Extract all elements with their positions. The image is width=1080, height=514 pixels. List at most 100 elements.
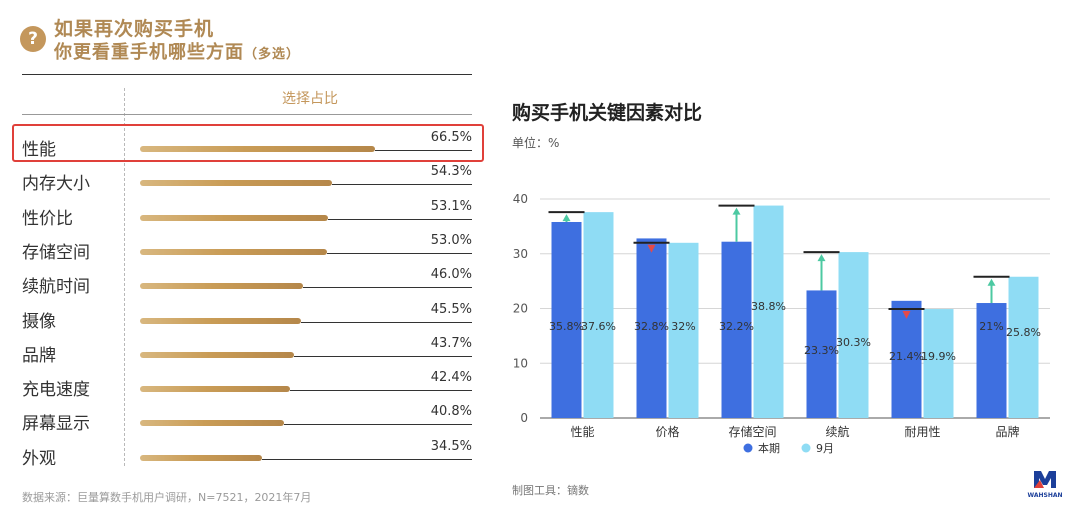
survey-row-bar: [140, 454, 262, 461]
survey-row-leader: [375, 150, 472, 151]
survey-row: 内存大小 54.3%: [0, 164, 490, 197]
tool-note: 制图工具：镝数: [512, 484, 589, 497]
data-label-september: 38.8%: [751, 300, 786, 313]
data-label-september: 32%: [671, 320, 695, 333]
bar-september: [838, 252, 869, 418]
increase-arrow-icon: [817, 254, 826, 262]
bar-current: [551, 221, 582, 418]
survey-row-label: 品牌: [22, 345, 56, 366]
x-tick-label: 品牌: [995, 425, 1019, 439]
survey-row-leader: [331, 184, 472, 186]
header-divider: [22, 114, 472, 115]
survey-row-bar: [140, 146, 375, 152]
survey-row-value: 40.8%: [430, 404, 472, 420]
increase-arrow-icon: [562, 214, 571, 222]
bar-current: [806, 290, 837, 418]
survey-row-leader: [261, 458, 472, 460]
survey-row-value: 53.0%: [430, 232, 472, 248]
bar-september: [668, 242, 699, 418]
column-header: 选择占比: [282, 91, 338, 107]
bar-current: [636, 238, 667, 418]
bar-chart: 0 10 20 30 40 35.8%37.6% 性能 32.8% 32% 价格 32.2% 38.8…: [513, 192, 1050, 455]
data-label-current: 32.2%: [719, 320, 754, 333]
y-tick-label: 40: [513, 192, 528, 206]
survey-row-bar: [140, 283, 303, 290]
survey-row-value: 45.5%: [430, 301, 472, 317]
survey-row-value: 54.3%: [430, 164, 472, 180]
question-line-2-text: 你更看重手机哪些方面: [54, 42, 244, 63]
data-label-september: 19.9%: [921, 350, 956, 363]
y-tick-label: 0: [520, 411, 528, 425]
survey-row-bar: [140, 180, 332, 187]
survey-panel: ? 如果再次购买手机 你更看重手机哪些方面（多选） 选择占比 性能 66.5% 内存…: [0, 0, 490, 514]
legend-marker-september: [801, 443, 811, 453]
data-label-current: 23.3%: [804, 344, 839, 357]
data-label-current: 21%: [979, 320, 1003, 333]
highlight-box: [12, 124, 484, 162]
legend-marker-current: [743, 443, 753, 453]
question-icon: ?: [20, 26, 46, 52]
y-tick-label: 20: [513, 302, 528, 316]
question-line-1: 如果再次购买手机: [54, 18, 215, 40]
data-label-september: 25.8%: [1006, 326, 1041, 339]
data-label-current: 32.8%: [634, 320, 669, 333]
survey-row-bar: [140, 386, 290, 393]
chart-panel: 购买手机关键因素对比 单位：% 0 10 20 30 40 35.8% 37.6% 性能 32.…: [490, 0, 1080, 514]
survey-row-value: 53.1%: [430, 198, 472, 214]
survey-row: 性价比 53.1%: [0, 198, 490, 232]
x-tick-label: 性能: [570, 425, 594, 439]
survey-row: 充电速度 42.4%: [0, 370, 490, 403]
survey-row: 性能 66.5%: [0, 130, 490, 163]
bar-september: [1008, 276, 1039, 418]
logo-mark-icon: [1034, 471, 1056, 488]
survey-row-leader: [327, 252, 472, 254]
survey-row-value: 66.5%: [430, 130, 472, 145]
survey-row-label: 外观: [22, 448, 56, 469]
survey-row-leader: [294, 355, 472, 357]
logo-text: WAHSHAN: [1027, 492, 1063, 499]
survey-row: 屏幕显示 40.8%: [0, 404, 490, 437]
brand-logo: WAHSHAN: [1018, 468, 1072, 504]
survey-row-leader: [289, 390, 472, 392]
survey-row-bar: [140, 420, 285, 427]
bar-september: [923, 309, 954, 418]
column-divider: [124, 88, 125, 466]
bar-current: [891, 300, 922, 418]
survey-row-leader: [302, 287, 472, 289]
legend-label-current: 本期: [758, 441, 780, 455]
x-tick-label: 存储空间: [728, 424, 776, 439]
survey-row-label: 摄像: [22, 311, 56, 332]
data-label-current: 35.8%: [549, 320, 584, 333]
chart-unit: 单位：%: [512, 136, 560, 150]
legend-label-september: 9月: [816, 442, 834, 455]
bar-september: [753, 205, 784, 418]
survey-row-label: 续航时间: [22, 277, 90, 298]
survey-row-leader: [300, 321, 472, 323]
increase-arrow-icon: [732, 207, 741, 215]
survey-row-bar: [140, 214, 328, 221]
survey-row-label: 性价比: [22, 208, 73, 229]
survey-row-label: 内存大小: [22, 174, 90, 195]
increase-arrow-icon: [987, 278, 996, 286]
survey-row-value: 43.7%: [430, 335, 472, 351]
x-tick-label: 价格: [655, 424, 679, 439]
decrease-arrow-icon: [902, 311, 911, 320]
survey-row-label: 充电速度: [22, 380, 90, 401]
survey-row-bar: [140, 317, 301, 324]
survey-row-bar: [140, 351, 295, 358]
survey-row-label: 存储空间: [22, 242, 90, 263]
survey-row: 外观 34.5%: [0, 439, 490, 472]
survey-row-bar: [140, 248, 328, 255]
survey-row-value: 46.0%: [430, 267, 472, 283]
survey-row-value: 42.4%: [430, 370, 472, 386]
source-note: 数据来源：巨量算数手机用户调研，N=7521，2021年7月: [22, 491, 312, 504]
survey-row-leader: [327, 218, 472, 220]
question-line-2: 你更看重手机哪些方面（多选）: [54, 38, 300, 64]
bar-current: [976, 303, 1007, 418]
survey-row-leader: [284, 424, 472, 426]
x-tick-label: 续航: [825, 424, 849, 439]
bar-september: [583, 212, 614, 418]
survey-row: 品牌 43.7%: [0, 335, 490, 369]
decrease-arrow-icon: [647, 244, 656, 253]
data-label-september: 37.6%: [581, 320, 616, 333]
